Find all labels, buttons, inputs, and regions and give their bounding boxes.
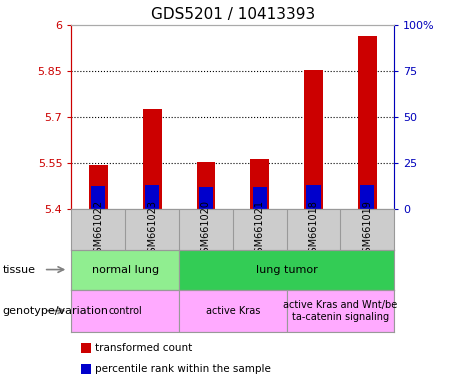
Bar — [91, 186, 106, 209]
Bar — [287, 290, 394, 332]
Text: percentile rank within the sample: percentile rank within the sample — [95, 364, 271, 374]
Text: GSM661022: GSM661022 — [93, 200, 103, 259]
Bar — [143, 109, 161, 209]
Bar — [304, 70, 323, 209]
Bar — [196, 162, 215, 209]
Bar — [179, 250, 394, 290]
Bar — [199, 187, 213, 209]
Title: GDS5201 / 10413393: GDS5201 / 10413393 — [151, 7, 315, 22]
Text: genotype/variation: genotype/variation — [2, 306, 108, 316]
Bar — [358, 36, 377, 209]
Text: GSM661020: GSM661020 — [201, 200, 211, 259]
Bar — [253, 187, 267, 209]
Bar — [307, 185, 320, 209]
Text: GSM661019: GSM661019 — [362, 200, 372, 259]
Text: transformed count: transformed count — [95, 343, 192, 353]
Text: tissue: tissue — [2, 265, 35, 275]
Text: lung tumor: lung tumor — [256, 265, 318, 275]
Bar — [71, 250, 179, 290]
Text: GSM661018: GSM661018 — [308, 200, 319, 259]
Text: active Kras and Wnt/be
ta-catenin signaling: active Kras and Wnt/be ta-catenin signal… — [283, 300, 397, 322]
Bar — [71, 290, 179, 332]
Bar — [89, 165, 108, 209]
Text: active Kras: active Kras — [206, 306, 260, 316]
Text: control: control — [108, 306, 142, 316]
Bar — [179, 290, 287, 332]
Text: GSM661023: GSM661023 — [147, 200, 157, 259]
Text: normal lung: normal lung — [92, 265, 159, 275]
Text: GSM661021: GSM661021 — [254, 200, 265, 259]
Bar — [145, 185, 159, 209]
Bar — [360, 185, 374, 209]
Bar — [250, 159, 269, 209]
